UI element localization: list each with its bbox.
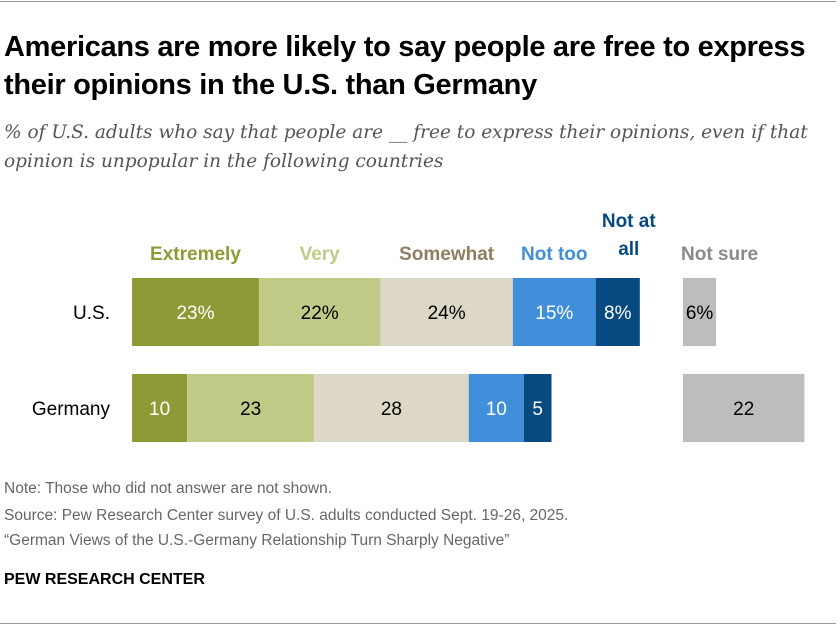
bar-extremely-u-s [132, 278, 259, 346]
legend-label-not-at-all-line1: Not at [602, 211, 657, 232]
bar-not-sure-u-s [683, 278, 717, 346]
data-label-not-too-u-s: 15% [535, 303, 573, 324]
category-label-germany: Germany [32, 399, 111, 420]
legend-label-not-sure: Not sure [681, 244, 758, 265]
data-label-somewhat-u-s: 24% [428, 303, 466, 324]
bar-not-at-all-germany [523, 374, 552, 442]
data-label-extremely-germany: 10 [149, 399, 170, 420]
bar-not-too-u-s [512, 278, 596, 346]
bar-very-germany [187, 374, 315, 442]
data-label-not-at-all-u-s: 8% [604, 303, 632, 324]
data-label-very-u-s: 22% [301, 303, 339, 324]
legend-label-somewhat: Somewhat [399, 244, 495, 265]
data-label-extremely-u-s: 23% [176, 303, 214, 324]
chart-title: Americans are more likely to say people … [4, 31, 806, 101]
data-label-not-too-germany: 10 [486, 399, 507, 420]
data-label-not-at-all-germany: 5 [532, 399, 543, 420]
bottom-rule [0, 623, 836, 624]
legend-label-not-at-all-line2: all [618, 239, 639, 260]
bar-somewhat-germany [314, 374, 469, 442]
top-rule [0, 1, 836, 2]
bar-somewhat-u-s [380, 278, 513, 346]
data-label-somewhat-germany: 28 [381, 399, 402, 420]
legend-label-not-too: Not too [521, 244, 587, 265]
brand-logo-text: PEW RESEARCH CENTER [4, 571, 205, 588]
bar-very-u-s [258, 278, 381, 346]
source-text: Source: Pew Research Center survey of U.… [4, 507, 569, 524]
data-label-very-germany: 23 [240, 399, 261, 420]
legend-label-very: Very [300, 244, 341, 265]
data-label-not-sure-germany: 22 [733, 399, 754, 420]
category-label-u-s: U.S. [73, 303, 110, 324]
report-title: “German Views of the U.S.-Germany Relati… [4, 532, 510, 549]
chart-subtitle: % of U.S. adults who say that people are… [4, 122, 808, 172]
legend-label-extremely: Extremely [150, 244, 241, 265]
bar-not-sure-germany [683, 374, 805, 442]
bar-not-at-all-u-s [595, 278, 640, 346]
bar-extremely-germany [132, 374, 188, 442]
data-label-not-sure-u-s: 6% [686, 303, 714, 324]
note-text: Note: Those who did not answer are not s… [4, 480, 332, 497]
bar-not-too-germany [468, 374, 524, 442]
